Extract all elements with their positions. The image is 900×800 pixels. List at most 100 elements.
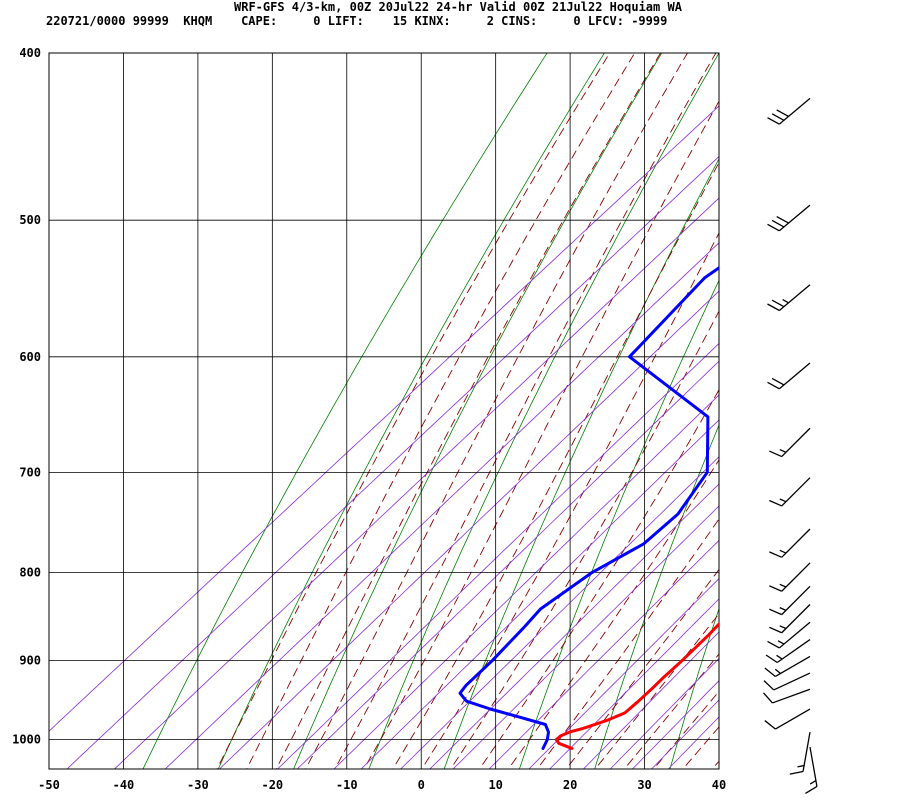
wind-barb: [767, 204, 811, 232]
moist-adiabat: [450, 310, 719, 769]
moist-adiabat: [594, 613, 719, 769]
x-tick-label: -20: [261, 778, 283, 792]
wind-barb-staff: [772, 688, 811, 704]
wind-barb: [769, 528, 811, 558]
dry-adiabat: [819, 44, 900, 777]
wind-barb-half-feather: [779, 448, 787, 453]
y-tick-label: 800: [19, 565, 41, 579]
wind-barb: [767, 621, 811, 649]
wind-barb-staff: [778, 204, 811, 232]
wind-barb: [767, 97, 811, 125]
wind-barb: [764, 708, 811, 730]
x-tick-label: 40: [712, 778, 726, 792]
moist-adiabat: [275, 53, 662, 769]
wind-barb-full-feather: [767, 640, 780, 649]
x-tick-label: 20: [563, 778, 577, 792]
wind-barb-full-feather: [764, 720, 776, 730]
wind-barb: [769, 585, 811, 616]
wind-barb-full-feather: [767, 381, 780, 390]
mixing-ratio-line: [528, 578, 719, 769]
wind-barb: [764, 655, 811, 678]
dry-adiabat: [518, 279, 719, 769]
wind-barb: [805, 746, 818, 795]
wind-barb-full-feather: [767, 223, 780, 232]
temperature-profile: [554, 621, 719, 750]
mixing-ratio-line: [113, 197, 719, 769]
moist-adiabat: [392, 161, 719, 769]
y-tick-label: 700: [19, 465, 41, 479]
dry-adiabat: [368, 53, 719, 769]
x-tick-label: 0: [418, 778, 425, 792]
mixing-ratio-line: [549, 598, 719, 769]
x-tick-label: -50: [38, 778, 60, 792]
moist-adiabat: [682, 726, 719, 769]
wind-barb-half-feather: [779, 583, 787, 588]
station-indices-line: 220721/0000 99999 KHQM CAPE: 0 LIFT: 15 …: [46, 14, 668, 28]
wind-barb-full-feather: [771, 299, 785, 308]
wind-barb-staff: [781, 585, 811, 616]
wind-barb-staff: [778, 284, 811, 311]
wind-barb: [769, 562, 811, 592]
moist-adiabat: [334, 53, 717, 769]
wind-barb-full-feather: [769, 499, 782, 507]
wind-barb-half-feather: [779, 498, 787, 503]
sounding-profiles: [458, 265, 719, 750]
moist-adiabat: [305, 53, 689, 769]
wind-barb: [763, 672, 811, 691]
wind-barb-full-feather: [776, 215, 789, 224]
mixing-ratio-line: [49, 105, 719, 732]
dry-adiabat: [142, 53, 548, 769]
y-tick-label: 600: [19, 350, 41, 364]
x-tick-label: -40: [113, 778, 135, 792]
wind-barb-full-feather: [771, 113, 785, 121]
dry-adiabat: [293, 53, 663, 769]
y-tick-label: 900: [19, 654, 41, 668]
moist-adiabat: [507, 459, 719, 769]
wind-barb-staff: [778, 362, 811, 390]
x-tick-label: -30: [187, 778, 209, 792]
wind-barb-half-feather: [779, 607, 787, 611]
wind-barb: [769, 477, 811, 507]
y-tick-labels: 400 500 600 700 800 900 1000: [12, 46, 41, 747]
moist-adiabat: [711, 760, 719, 769]
plot-border: [48, 52, 720, 770]
background-lines: [49, 44, 900, 777]
mixing-ratio-line: [218, 290, 719, 769]
moist-adiabat: [536, 518, 719, 769]
wind-barb-staff: [775, 708, 811, 730]
mixing-ratio-line: [631, 680, 719, 769]
wind-barb-full-feather: [767, 303, 780, 312]
mixing-ratio-line: [582, 631, 719, 769]
dry-adiabat: [895, 44, 900, 777]
wind-barb-staff: [776, 639, 811, 664]
wind-barb-staff: [781, 604, 811, 634]
x-tick-label: 10: [488, 778, 502, 792]
mixing-ratio-line: [164, 242, 719, 769]
wind-barb-full-feather: [765, 654, 778, 664]
moist-adiabat: [246, 53, 636, 769]
x-tick-label: -10: [336, 778, 358, 792]
mixing-ratio-line: [488, 539, 719, 769]
mixing-ratio-line: [400, 456, 719, 769]
wind-barb-staff: [781, 528, 811, 558]
dry-adiabat: [217, 53, 605, 769]
wind-barb-staff: [775, 655, 811, 678]
wind-barb-full-feather: [769, 551, 782, 558]
wind-barb-half-feather: [777, 640, 785, 645]
mixing-ratio-line: [333, 394, 719, 769]
wind-barb-full-feather: [771, 219, 785, 228]
chart-title-line-1: WRF-GFS 4/3-km, 00Z 20Jul22 24-hr Valid …: [234, 0, 682, 14]
mixing-ratio-line: [452, 505, 719, 769]
y-tick-label: 500: [19, 213, 41, 227]
y-tick-label: 1000: [12, 733, 41, 747]
mixing-ratio-line: [277, 342, 719, 769]
dry-adiabat: [744, 44, 900, 777]
mixing-ratio-line: [429, 483, 719, 769]
moist-adiabat: [363, 100, 719, 769]
x-tick-labels: -50 -40 -30 -20 -10 0 10 20 30 40: [38, 778, 726, 792]
wind-barb-full-feather: [769, 626, 782, 634]
moist-adiabat: [421, 232, 719, 769]
wind-barb-full-feather: [769, 608, 782, 616]
mixing-ratio-line: [650, 699, 719, 769]
